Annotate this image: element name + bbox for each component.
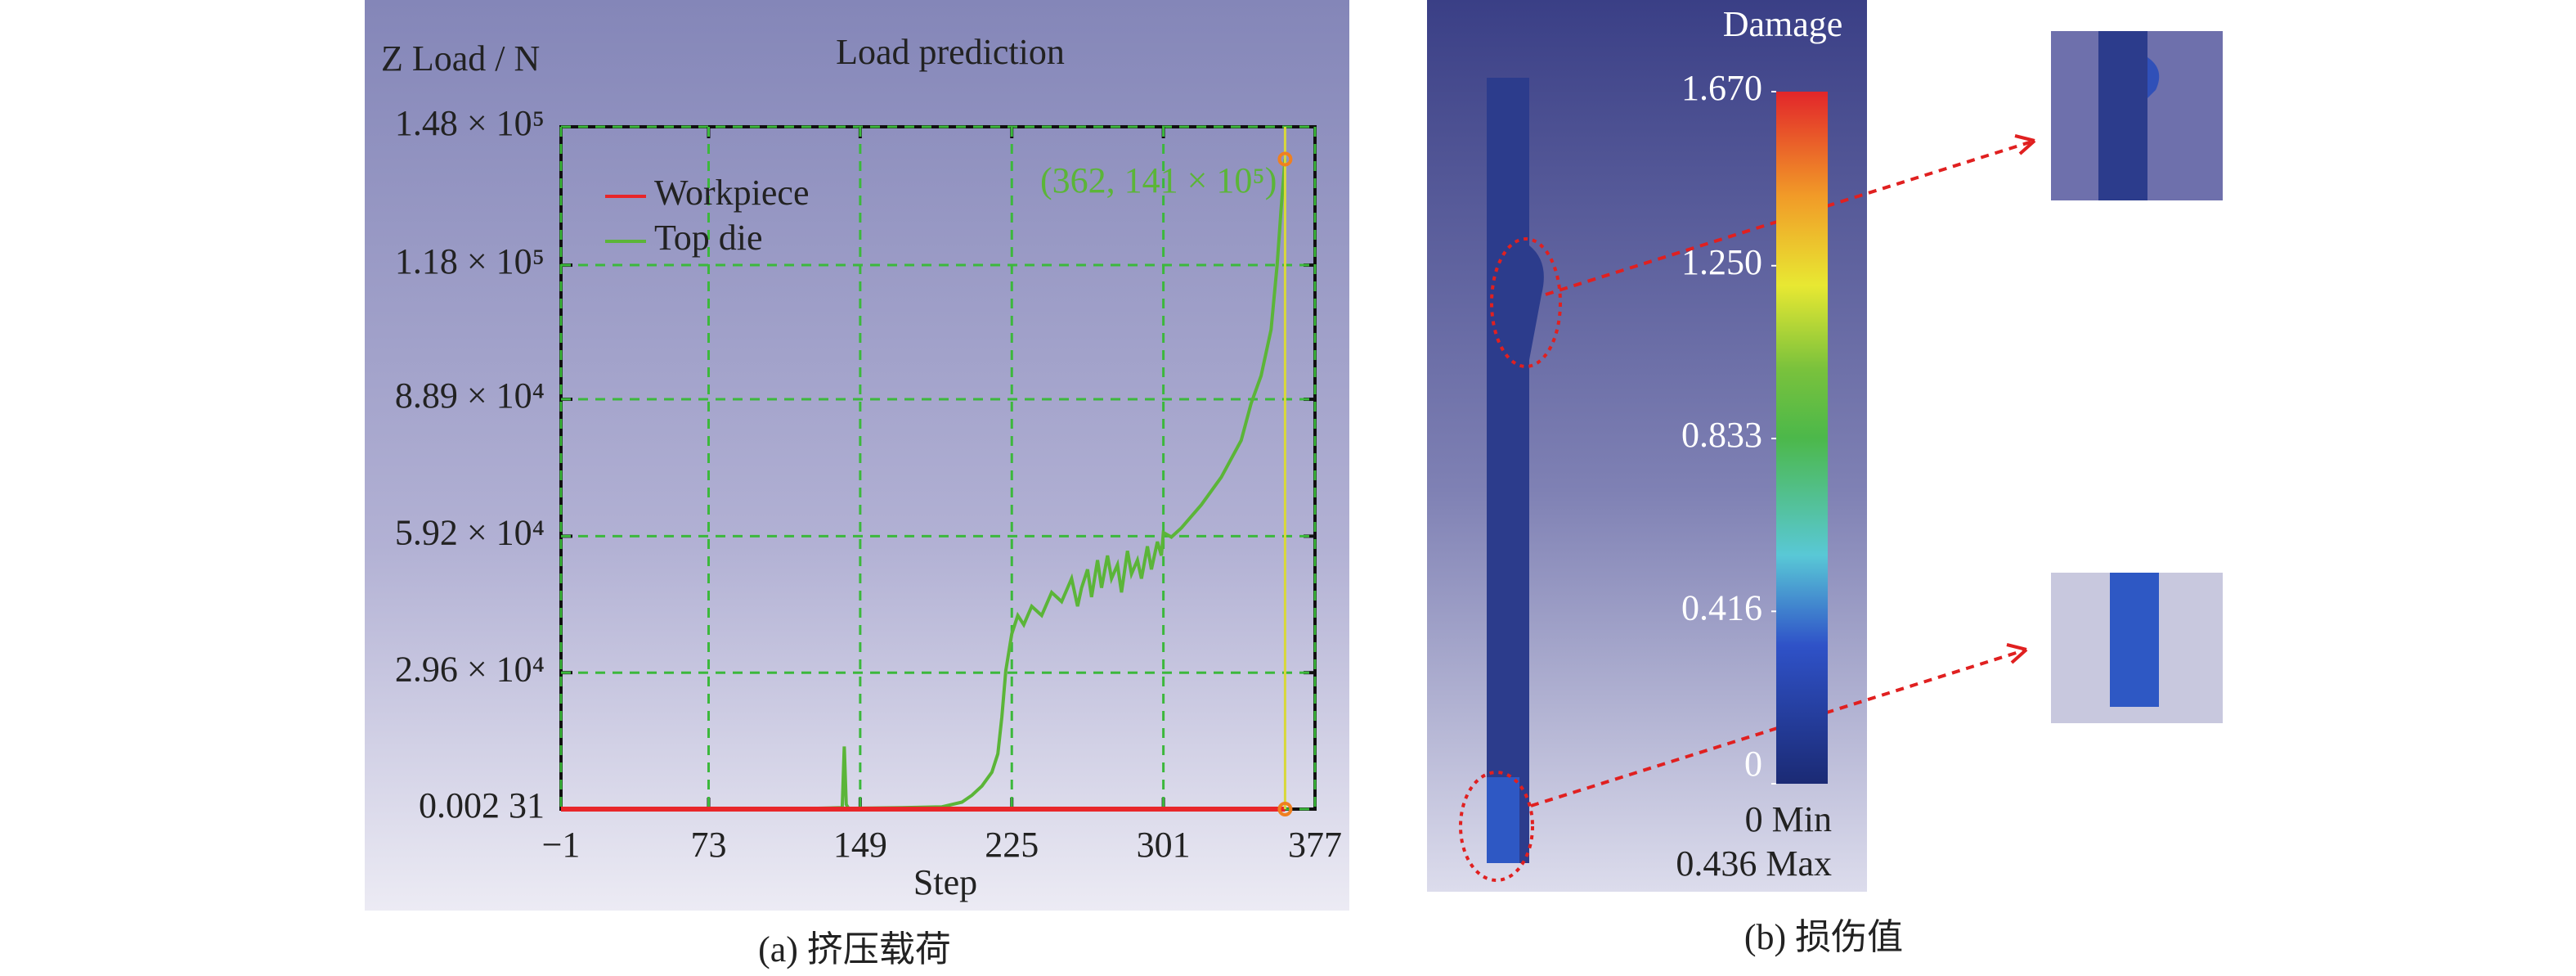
y-tick-label: 8.89 × 10⁴ — [395, 376, 545, 416]
highlight-ellipse — [1459, 771, 1534, 882]
x-tick-label: 225 — [985, 825, 1039, 865]
x-tick-label: 377 — [1288, 825, 1342, 865]
arrow — [1530, 648, 2027, 807]
colorbar-tick-label: 0.833 — [1681, 415, 1762, 455]
y-tick-label: 1.18 × 10⁵ — [395, 241, 545, 281]
inset-part — [2110, 573, 2159, 707]
arrow-head — [2014, 134, 2036, 155]
y-tick-label: 5.92 × 10⁴ — [395, 512, 545, 552]
legend-label: Workpiece — [654, 173, 809, 213]
legend-label: Top die — [654, 218, 763, 258]
x-tick-label: 301 — [1137, 825, 1191, 865]
colorbar-title: Damage — [1723, 4, 1843, 44]
colorbar-tick-label: 1.670 — [1681, 68, 1762, 108]
highlight-ellipse — [1490, 237, 1562, 368]
annotation: (362, 141 × 10⁵) — [1040, 160, 1277, 200]
inset-part — [2098, 31, 2147, 200]
x-tick-label: 73 — [690, 825, 726, 865]
y-tick-label: 2.96 × 10⁴ — [395, 649, 545, 689]
y-axis-label: Z Load / N — [381, 38, 540, 79]
caption: (b) 损伤值 — [1744, 917, 1903, 957]
chart-title: Load prediction — [836, 32, 1065, 72]
x-tick-label: 149 — [833, 825, 887, 865]
y-tick-label: 1.48 × 10⁵ — [395, 103, 545, 143]
colorbar — [1776, 92, 1828, 784]
workpiece-bulge — [1529, 245, 1544, 360]
colorbar-tick-label: 1.250 — [1681, 242, 1762, 282]
cursor-marker — [1277, 802, 1293, 816]
x-tick-label: −1 — [542, 825, 581, 865]
panel-b: Damage 0 Min 0.436 Max (b) 损伤值 1.670 1.25… — [1459, 4, 2223, 957]
cursor-marker — [1277, 151, 1293, 167]
min-label: 0 Min — [1745, 799, 1832, 839]
x-axis-label: Step — [913, 862, 977, 902]
colorbar-tick-label: 0 — [1744, 744, 1762, 784]
arrow-head — [2006, 643, 2028, 664]
panel-a-background — [365, 0, 1349, 911]
workpiece-body — [1487, 78, 1529, 863]
max-label: 0.436 Max — [1676, 843, 1832, 884]
workpiece-tip — [1487, 777, 1519, 863]
inset-part — [2147, 57, 2160, 98]
colorbar-tick-label: 0.416 — [1681, 587, 1762, 627]
y-tick-label: 0.002 31 — [419, 785, 545, 825]
caption: (a) 挤压载荷 — [758, 929, 951, 969]
